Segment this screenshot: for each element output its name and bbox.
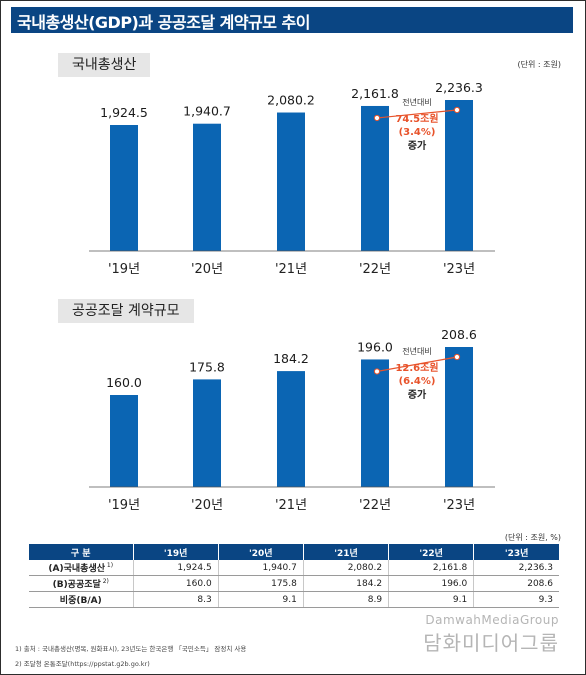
change-point-end bbox=[453, 106, 461, 114]
table-cell: 1,924.5 bbox=[133, 560, 219, 576]
table-header-row: 구 분 '19년 '20년 '21년 '22년 '23년 bbox=[29, 544, 559, 560]
watermark-latin: DamwahMediaGroup bbox=[425, 613, 559, 627]
table-header-category: 구 분 bbox=[29, 544, 134, 560]
bar-4 bbox=[445, 347, 473, 487]
annotation-percent: (6.4%) bbox=[399, 376, 436, 387]
value-label-1: 175.8 bbox=[189, 359, 225, 374]
procurement-chart: 160.0 '19년 175.8 '20년 184.2 '21년 196.0 '22년 208.… bbox=[89, 327, 495, 513]
tick-label-3: '22년 bbox=[359, 498, 391, 513]
row-label: (B)공공조달 2) bbox=[29, 575, 134, 592]
watermark-korean: 담화미디어그룹 bbox=[423, 631, 559, 655]
watermark-logo: DamwahMediaGroup 담화미디어그룹 bbox=[423, 613, 559, 656]
unit-label-table: (단위 : 조원, %) bbox=[504, 533, 561, 542]
table-cell: 9.1 bbox=[388, 591, 475, 608]
table-cell: 8.3 bbox=[133, 591, 219, 608]
tick-label-1: '20년 bbox=[191, 262, 223, 277]
change-point-end bbox=[453, 353, 461, 361]
data-table: 구 분 '19년 '20년 '21년 '22년 '23년 (A)국내총생산 1) 1,924… bbox=[29, 544, 559, 608]
value-label-2: 2,080.2 bbox=[267, 93, 315, 108]
bar-2 bbox=[277, 112, 305, 251]
bar-1 bbox=[193, 379, 221, 487]
table-cell: 1,940.7 bbox=[218, 560, 304, 576]
bar-0 bbox=[110, 125, 138, 251]
value-label-3: 2,161.8 bbox=[351, 86, 399, 101]
table-cell: 2,161.8 bbox=[388, 560, 475, 576]
gdp-chart: 1,924.5 '19년 1,940.7 '20년 2,080.2 '21년 2,161.8… bbox=[89, 80, 495, 277]
table-cell: 184.2 bbox=[303, 575, 390, 592]
footnote-marker: 2) bbox=[100, 578, 109, 585]
bar-1 bbox=[193, 123, 221, 251]
value-label-2: 184.2 bbox=[273, 351, 309, 366]
change-point-start bbox=[373, 114, 381, 122]
table-cell: 160.0 bbox=[133, 575, 219, 592]
bar-4 bbox=[445, 100, 473, 251]
tick-label-4: '23년 bbox=[443, 262, 475, 277]
footnote-1: 1) 출처 : 국내총생산(명목, 원화표시), 23년도는 한국은행 「국민소… bbox=[15, 645, 247, 653]
annotation-amount: 74.5조원 bbox=[395, 112, 438, 125]
tick-label-0: '19년 bbox=[108, 262, 140, 277]
table-cell: 2,236.3 bbox=[473, 560, 559, 576]
annotation-percent: (3.4%) bbox=[399, 127, 436, 138]
table-cell: 2,080.2 bbox=[303, 560, 390, 576]
table-row: 비중(B/A) 8.3 9.1 8.9 9.1 9.3 bbox=[29, 591, 559, 608]
table-cell: 196.0 bbox=[388, 575, 475, 592]
bar-3 bbox=[361, 359, 389, 487]
value-label-4: 2,236.3 bbox=[435, 80, 483, 95]
value-label-1: 1,940.7 bbox=[183, 104, 231, 119]
table-cell: 9.3 bbox=[473, 591, 559, 608]
table-header-year: '22년 bbox=[388, 544, 475, 560]
annotation-suffix: 증가 bbox=[408, 139, 427, 152]
tick-label-4: '23년 bbox=[443, 498, 475, 513]
change-point-start bbox=[373, 368, 381, 375]
table-cell: 175.8 bbox=[218, 575, 304, 592]
unit-label-top: (단위 : 조원) bbox=[517, 60, 561, 69]
bar-2 bbox=[277, 371, 305, 487]
annotation-amount: 12.6조원 bbox=[395, 361, 438, 374]
value-label-4: 208.6 bbox=[441, 327, 477, 342]
footnote-marker: 1) bbox=[105, 562, 114, 569]
value-label-3: 196.0 bbox=[357, 339, 393, 354]
value-label-0: 160.0 bbox=[106, 375, 142, 390]
tick-label-2: '21년 bbox=[275, 262, 307, 277]
table-header-year: '19년 bbox=[133, 544, 219, 560]
change-line bbox=[376, 356, 458, 373]
tick-label-0: '19년 bbox=[108, 498, 140, 513]
annotation-caption: 전년대비 bbox=[402, 346, 431, 356]
footnote-2: 2) 조달청 온통조달(https://ppstat.g2b.go.kr) bbox=[15, 660, 150, 668]
bar-3 bbox=[361, 105, 389, 251]
table-cell: 9.1 bbox=[218, 591, 304, 608]
chart1-title: 국내총생산 bbox=[58, 53, 151, 77]
table-header-year: '20년 bbox=[218, 544, 304, 560]
tick-label-3: '22년 bbox=[359, 262, 391, 277]
annotation-caption: 전년대비 bbox=[402, 97, 431, 107]
table-row: (B)공공조달 2) 160.0 175.8 184.2 196.0 208.6 bbox=[29, 575, 559, 592]
table-row: (A)국내총생산 1) 1,924.5 1,940.7 2,080.2 2,161.8 2… bbox=[29, 560, 559, 576]
table-cell: 8.9 bbox=[303, 591, 390, 608]
row-label: 비중(B/A) bbox=[29, 591, 134, 608]
table-cell: 208.6 bbox=[473, 575, 559, 592]
table-header-year: '23년 bbox=[473, 544, 559, 560]
annotation-suffix: 증가 bbox=[408, 388, 427, 401]
change-line bbox=[376, 109, 458, 119]
chart2-title: 공공조달 계약규모 bbox=[58, 299, 194, 323]
title-bar bbox=[11, 7, 573, 33]
row-label: (A)국내총생산 1) bbox=[29, 560, 134, 576]
table-header-year: '21년 bbox=[303, 544, 390, 560]
bar-0 bbox=[110, 395, 138, 487]
value-label-0: 1,924.5 bbox=[100, 105, 148, 120]
tick-label-1: '20년 bbox=[191, 498, 223, 513]
tick-label-2: '21년 bbox=[275, 498, 307, 513]
page-title: 국내총생산(GDP)과 공공조달 계약규모 추이 bbox=[17, 13, 311, 32]
